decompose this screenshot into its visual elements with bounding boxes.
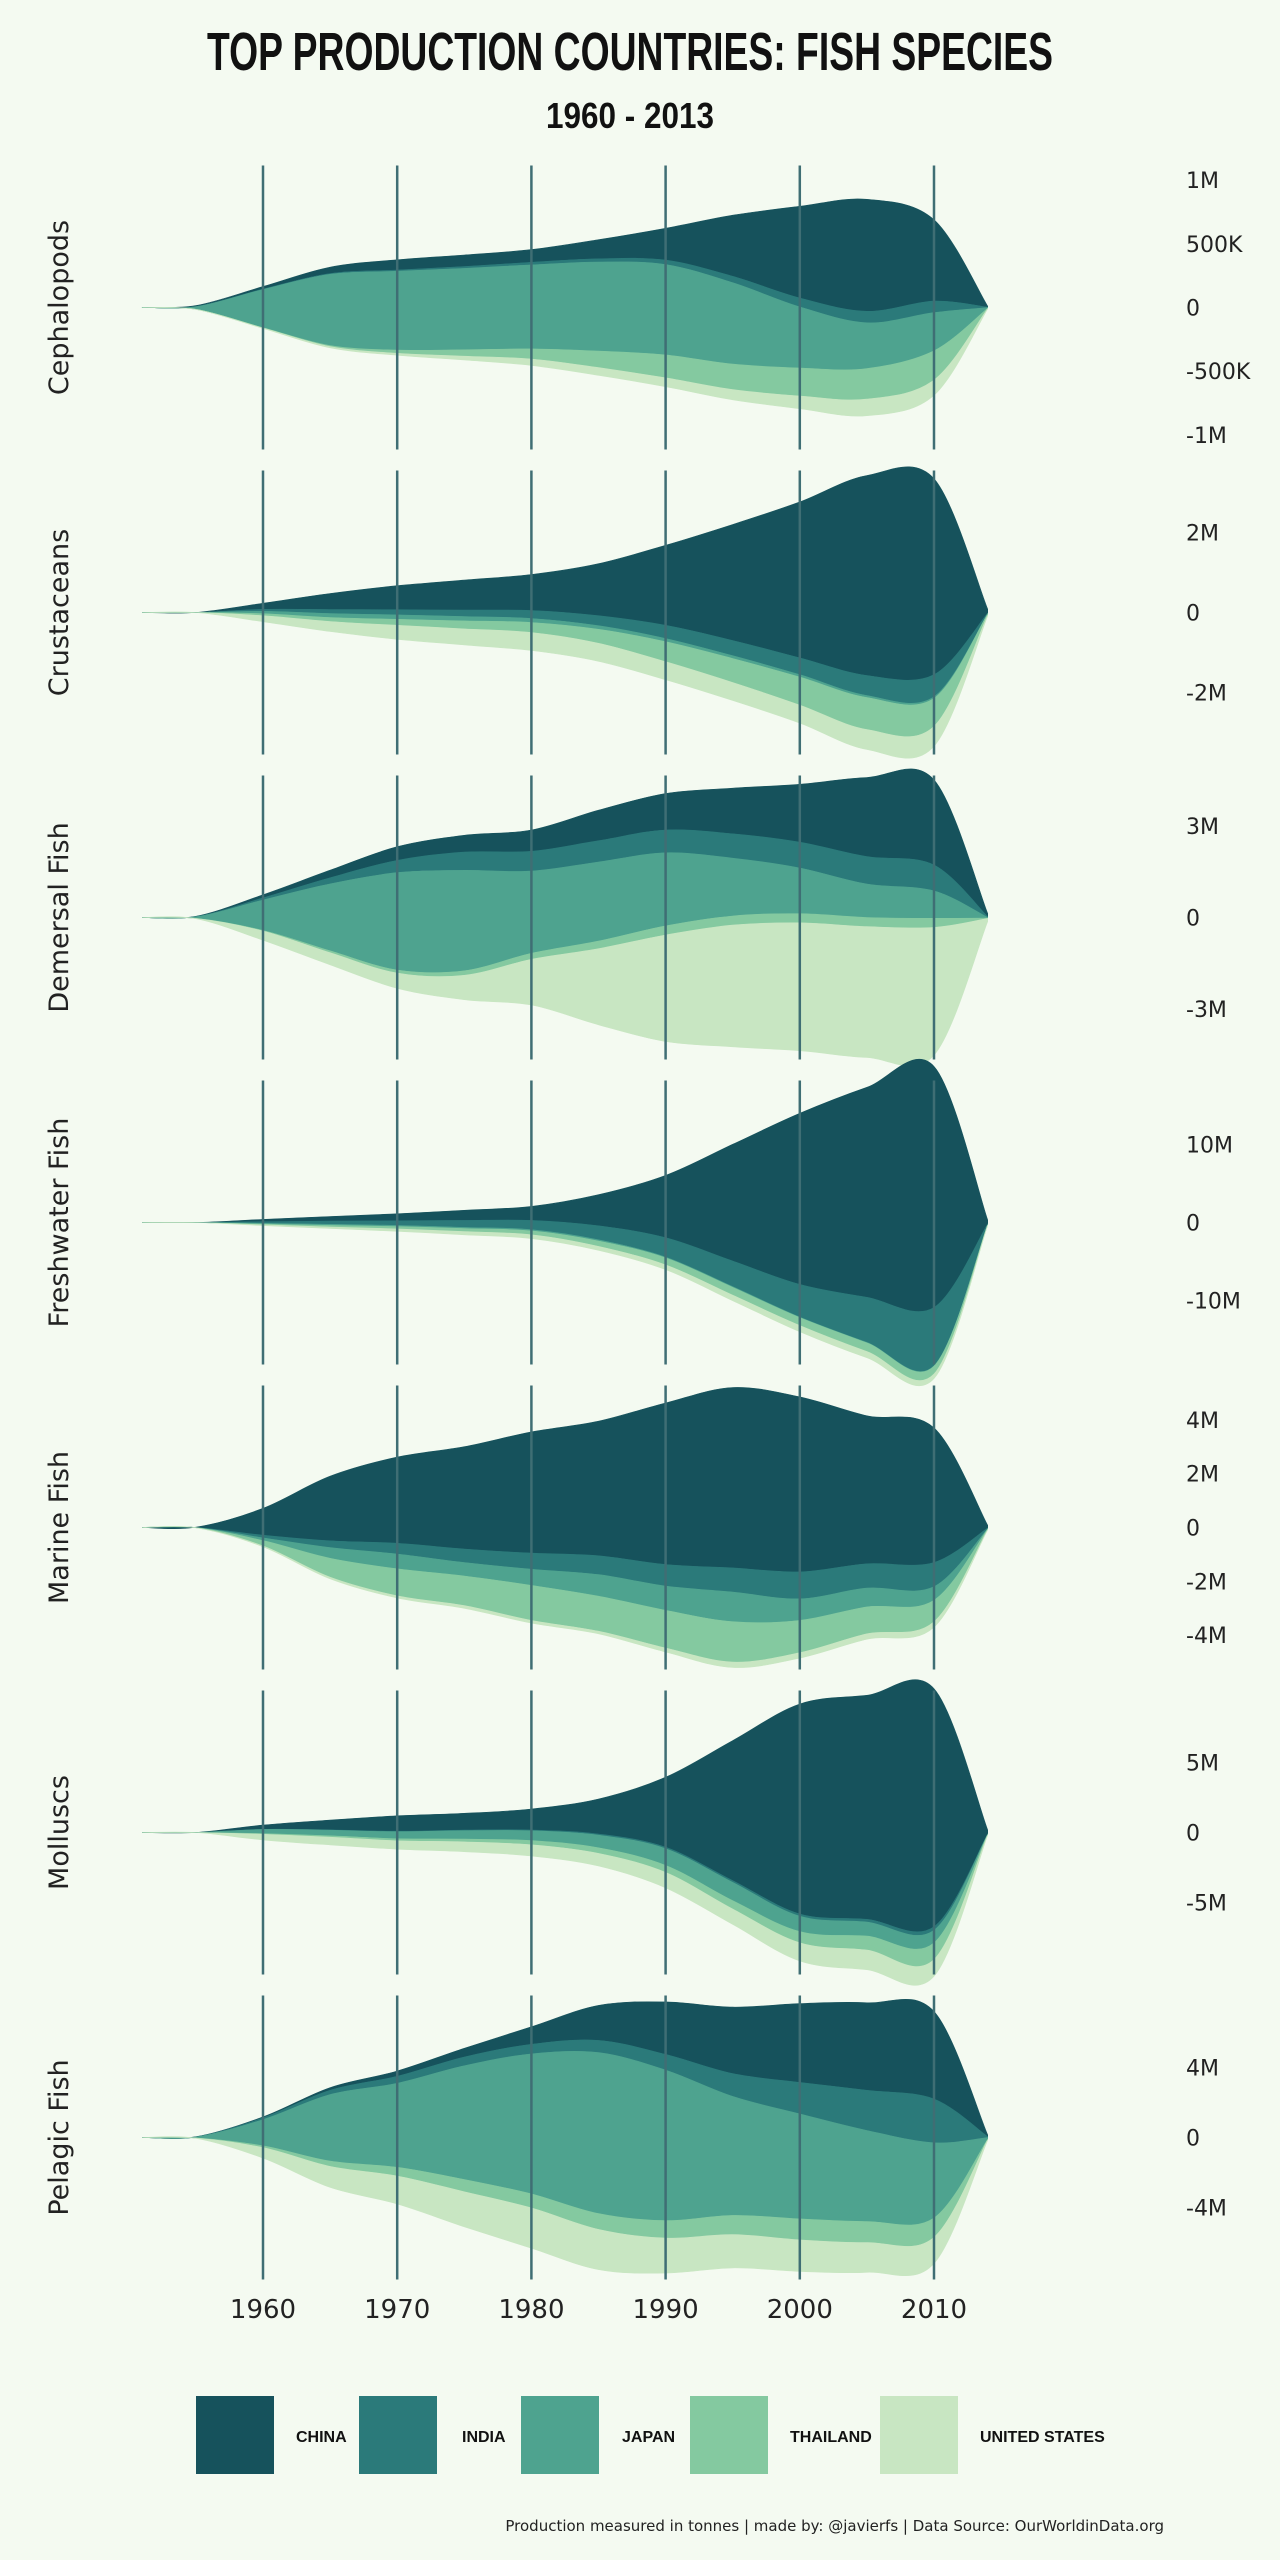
- legend-swatch-japan: [521, 2396, 599, 2474]
- y-tick-freshwater-fish: -10M: [1186, 1289, 1241, 1314]
- legend-swatch-united-states: [880, 2396, 958, 2474]
- y-tick-crustaceans: -2M: [1186, 682, 1227, 707]
- panel-molluscs: Molluscs 5M 0 -5M: [44, 1679, 1227, 1986]
- stream-molluscs-united-states: [142, 1831, 988, 1986]
- legend-label-united-states: UNITED STATES: [980, 2429, 1105, 2446]
- y-tick-marine-fish: -4M: [1186, 1624, 1227, 1649]
- y-tick-demersal-fish: 3M: [1186, 815, 1219, 840]
- y-tick-freshwater-fish: 10M: [1186, 1134, 1233, 1159]
- panel-label-pelagic-fish: Pelagic Fish: [44, 2059, 75, 2215]
- chart-title: TOP PRODUCTION COUNTRIES: FISH SPECIES: [207, 22, 1053, 82]
- legend-label-china: CHINA: [296, 2429, 347, 2446]
- y-tick-molluscs: 5M: [1186, 1752, 1219, 1777]
- y-tick-marine-fish: 2M: [1186, 1463, 1219, 1488]
- stream-crustaceans-united-states: [142, 611, 988, 759]
- legend-label-japan: JAPAN: [622, 2429, 675, 2446]
- legend-label-india: INDIA: [462, 2429, 506, 2446]
- y-tick-molluscs: 0: [1186, 1822, 1200, 1847]
- y-tick-demersal-fish: -3M: [1186, 998, 1227, 1023]
- x-tick-label-2010: 2010: [901, 2295, 967, 2325]
- y-tick-crustaceans: 2M: [1186, 522, 1219, 547]
- y-tick-cephalopods: -500K: [1186, 360, 1251, 385]
- panel-cephalopods: Cephalopods 1M 500K 0 -500K -1M: [44, 165, 1251, 450]
- chart-subtitle: 1960 - 2013: [546, 95, 714, 136]
- stream-demersal-fish-united-states: [142, 916, 988, 1067]
- stream-cephalopods-united-states: [142, 307, 988, 417]
- panel-label-cephalopods: Cephalopods: [44, 220, 75, 395]
- legend-swatch-china: [196, 2396, 274, 2474]
- y-tick-cephalopods: 0: [1186, 297, 1200, 322]
- panel-label-demersal-fish: Demersal Fish: [44, 822, 75, 1012]
- panel-demersal-fish: Demersal Fish 3M 0 -3M: [44, 768, 1227, 1067]
- legend-swatch-india: [359, 2396, 437, 2474]
- panel-label-marine-fish: Marine Fish: [44, 1451, 75, 1604]
- x-tick-label-1980: 1980: [498, 2295, 564, 2325]
- legend-label-thailand: THAILAND: [790, 2429, 872, 2446]
- y-tick-crustaceans: 0: [1186, 602, 1200, 627]
- y-tick-freshwater-fish: 0: [1186, 1212, 1200, 1237]
- panel-crustaceans: Crustaceans 2M 0 -2M: [44, 466, 1227, 759]
- y-tick-cephalopods: 1M: [1186, 169, 1219, 194]
- panel-label-freshwater-fish: Freshwater Fish: [44, 1118, 75, 1328]
- stream-pelagic-fish-united-states: [142, 2136, 988, 2277]
- y-tick-cephalopods: -1M: [1186, 424, 1227, 449]
- y-tick-pelagic-fish: -4M: [1186, 2197, 1227, 2222]
- legend-swatch-thailand: [690, 2396, 768, 2474]
- y-tick-marine-fish: 0: [1186, 1517, 1200, 1542]
- stream-molluscs-china: [142, 1679, 988, 1932]
- stream-marine-fish-united-states: [142, 1525, 988, 1668]
- y-tick-pelagic-fish: 0: [1186, 2127, 1200, 2152]
- panel-freshwater-fish: Freshwater Fish 10M 0 -10M: [44, 1059, 1241, 1386]
- footer-note: Production measured in tonnes | made by:…: [505, 2517, 1164, 2535]
- panel-label-crustaceans: Crustaceans: [44, 529, 75, 696]
- panel-marine-fish: Marine Fish 4M 2M 0 -2M -4M: [44, 1385, 1227, 1670]
- x-axis: 1960 1970 1980 1990 2000 2010: [230, 2295, 967, 2325]
- panels-group: Cephalopods 1M 500K 0 -500K -1M Crustaceans 2M 0…: [44, 165, 1251, 2280]
- stream-freshwater-fish-china: [142, 1059, 988, 1312]
- panel-pelagic-fish: Pelagic Fish 4M 0 -4M: [44, 1995, 1227, 2280]
- x-tick-label-1960: 1960: [230, 2295, 296, 2325]
- y-tick-marine-fish: 4M: [1186, 1409, 1219, 1434]
- x-tick-label-1990: 1990: [633, 2295, 699, 2325]
- x-tick-label-2000: 2000: [767, 2295, 833, 2325]
- y-tick-pelagic-fish: 4M: [1186, 2057, 1219, 2082]
- y-tick-molluscs: -5M: [1186, 1892, 1227, 1917]
- y-tick-marine-fish: -2M: [1186, 1570, 1227, 1595]
- y-tick-demersal-fish: 0: [1186, 907, 1200, 932]
- legend: CHINA INDIA JAPAN THAILAND UNITED STATES: [196, 2396, 1105, 2474]
- panel-label-molluscs: Molluscs: [44, 1775, 75, 1890]
- stream-freshwater-fish-united-states: [142, 1221, 988, 1386]
- y-tick-cephalopods: 500K: [1186, 233, 1243, 258]
- x-tick-label-1970: 1970: [364, 2295, 430, 2325]
